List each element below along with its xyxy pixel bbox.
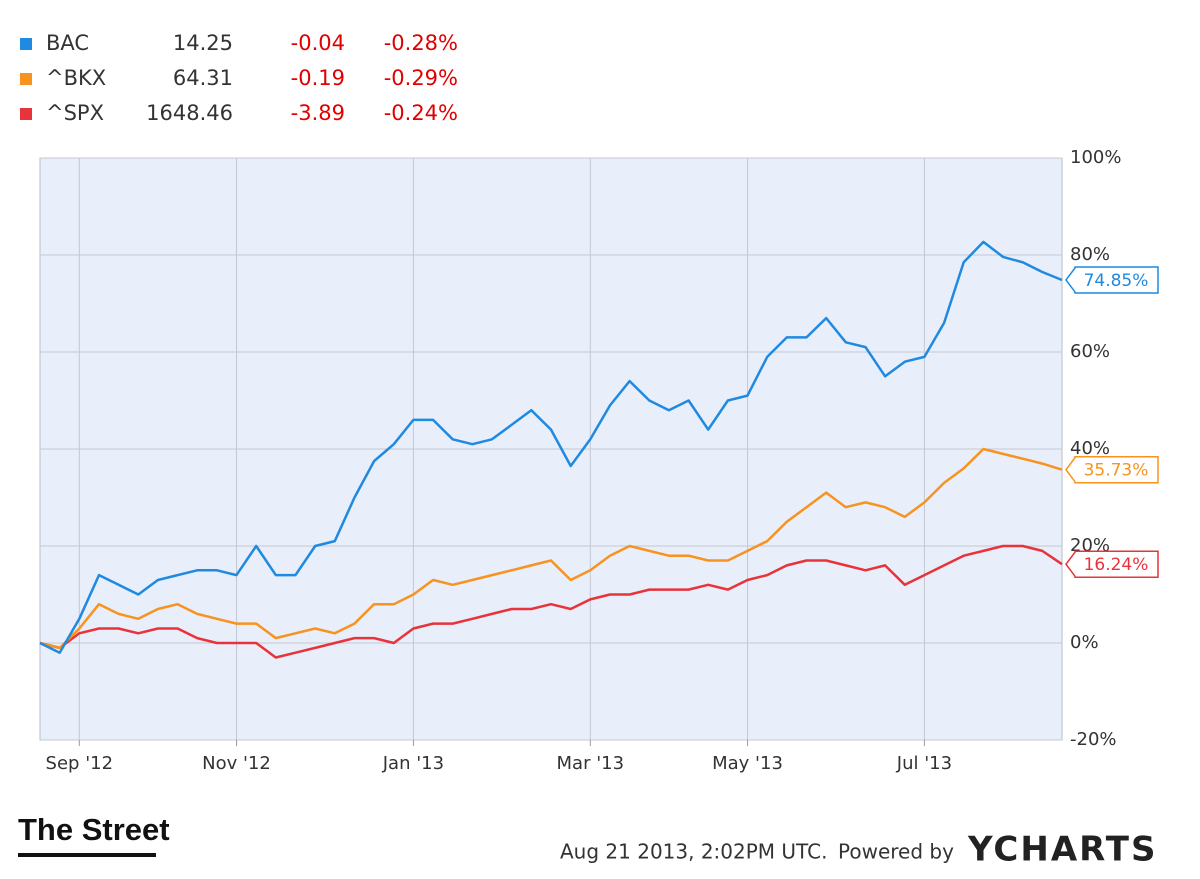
legend-change-pct: -0.29% [384,66,458,90]
legend-name: BAC [46,31,89,55]
series-line [39,240,1063,654]
legend-swatch [20,73,32,85]
y-tick-label: 100% [1070,147,1121,168]
brand-underline [18,853,156,857]
x-tick-label: Jul '13 [896,753,952,774]
y-tick-label: 0% [1070,632,1099,653]
y-tick-label: 60% [1070,341,1110,362]
x-tick-label: May '13 [712,753,783,774]
legend-change-pct: -0.24% [384,101,458,125]
x-tick-label: Mar '13 [557,753,625,774]
provider-logo: YCHARTS [967,830,1157,870]
legend-swatch [20,38,32,50]
legend-name: ^SPX [46,101,104,125]
legend-change: -0.04 [291,31,345,55]
x-tick-label: Jan '13 [382,753,444,774]
legend-change: -0.19 [291,66,345,90]
legend-name: ^BKX [46,66,106,90]
legend-change-pct: -0.28% [384,31,458,55]
x-tick-label: Nov '12 [202,753,271,774]
legend-price: 14.25 [173,31,233,55]
powered-by: Powered by [838,840,954,864]
end-label-box [1065,266,1159,294]
end-label-box [1065,455,1159,484]
legend-price: 1648.46 [146,101,233,125]
end-label: 16.24% [1084,555,1149,575]
end-label: 74.85% [1084,271,1149,291]
x-tick-label: Sep '12 [46,753,114,774]
end-label-box [1065,550,1159,578]
timestamp: Aug 21 2013, 2:02PM UTC. [560,840,827,864]
y-tick-label: 80% [1070,244,1110,265]
legend-change: -3.89 [291,101,345,125]
y-tick-label: 40% [1070,438,1110,459]
y-tick-label: -20% [1070,729,1117,750]
legend-swatch [20,108,32,120]
brand-logo: The Street [18,812,170,847]
series-line [39,447,1063,650]
legend-price: 64.31 [173,66,233,90]
series-line [39,544,1063,659]
end-label: 35.73% [1084,461,1149,481]
